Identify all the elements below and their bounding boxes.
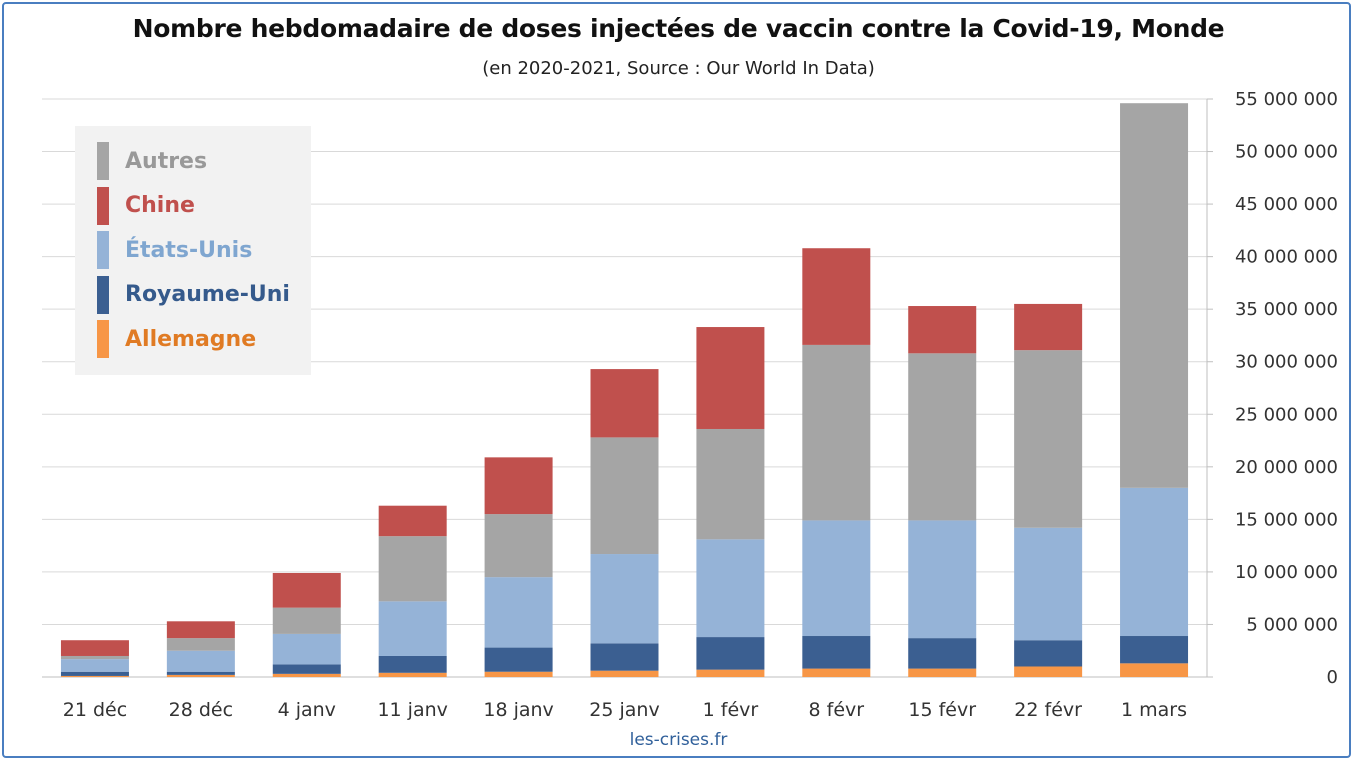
bar-segment [378,655,447,673]
x-tick-label: 25 janv [589,699,659,721]
bar-segment [272,673,341,677]
legend-swatch [97,142,109,180]
y-tick-label: 5 000 000 [1246,614,1338,635]
bar-segment [696,669,765,677]
legend-label: États-Unis [125,237,253,263]
bar-segment [60,640,129,656]
bar-segment [378,672,447,677]
bar-segment [802,668,871,677]
x-tick-label: 1 mars [1121,699,1187,721]
source-label: les-crises.fr [629,730,728,750]
legend-swatch [97,275,109,314]
legend-label: Royaume-Uni [125,282,290,307]
bar-segment [1014,350,1083,528]
x-tick-label: 21 déc [63,699,127,721]
y-tick-label: 10 000 000 [1235,562,1338,583]
bar-segment [590,643,659,671]
bar-segment [272,572,341,608]
bar-segment [696,327,765,429]
legend-swatch [97,320,109,358]
legend-label: Allemagne [125,326,257,352]
bar-segment [802,248,871,345]
legend-item: Chine [97,186,195,226]
x-tick-label: 18 janv [483,699,553,721]
bar-segment [908,668,977,677]
bar-segment [1120,487,1189,637]
bar-segment [60,659,129,672]
bar-segment [908,520,977,639]
bar-segment [802,636,871,669]
bar-segment [1014,303,1083,351]
bar-segment [484,457,553,515]
bar-segment [166,621,235,639]
legend-item: Royaume-Uni [97,275,290,315]
chart-subtitle: (en 2020-2021, Source : Our World In Dat… [482,58,875,79]
legend-label: Chine [125,193,195,218]
y-tick-label: 55 000 000 [1235,89,1338,110]
bar-segment [1014,640,1083,667]
bar-segment [272,607,341,634]
bar-segment [60,671,129,676]
legend-item: États-Unis [97,230,252,270]
bar-segment [908,306,977,354]
bar-segment [378,601,447,656]
bar-segment [60,675,129,677]
bar-segment [166,638,235,651]
bar-segment [696,539,765,638]
bar-segment [1014,527,1083,641]
bar-segment [590,437,659,555]
legend-item: Autres [97,141,207,181]
bar-segment [166,650,235,672]
x-tick-label: 4 janv [278,699,336,721]
x-tick-label: 15 févr [908,699,976,721]
y-tick-label: 50 000 000 [1235,142,1338,163]
bar-segment [1120,636,1189,664]
chart-legend: Autres Chine États-Unis Royaume-Uni Allemagn… [75,126,311,375]
bar-segment [802,520,871,637]
bar-segment [484,514,553,578]
bar-segment [696,428,765,540]
x-tick-label: 8 févr [809,699,865,721]
y-tick-label: 45 000 000 [1235,194,1338,215]
bar-segment [908,353,977,521]
bar-segment [1120,663,1189,677]
bar-segment [378,536,447,602]
bar-segment [1014,666,1083,677]
bar-segment [484,647,553,672]
legend-swatch [97,186,109,225]
bar-segment [378,505,447,537]
bar-segment [272,664,341,674]
y-tick-label: 0 [1327,667,1338,688]
y-tick-label: 30 000 000 [1235,352,1338,373]
y-tick-label: 20 000 000 [1235,457,1338,478]
bar-segment [166,674,235,677]
x-tick-label: 1 févr [703,699,759,721]
y-tick-label: 35 000 000 [1235,299,1338,320]
bar-segment [590,369,659,438]
x-tick-label: 28 déc [169,699,233,721]
legend-swatch [97,231,109,269]
x-tick-label: 22 févr [1014,699,1082,721]
legend-item: Allemagne [97,319,256,359]
bar-segment [802,344,871,521]
bar-segment [590,670,659,677]
bar-segment [484,577,553,648]
bar-segment [484,671,553,677]
y-tick-label: 40 000 000 [1235,247,1338,268]
x-tick-label: 11 janv [377,699,447,721]
bar-segment [696,637,765,670]
bar-segment [908,638,977,669]
chart-title: Nombre hebdomadaire de doses injectées d… [132,14,1225,43]
bar-segment [272,633,341,665]
y-tick-label: 25 000 000 [1235,404,1338,425]
bar-segment [590,554,659,644]
y-tick-label: 15 000 000 [1235,509,1338,530]
bar-segment [60,655,129,660]
bar-segment [166,671,235,675]
legend-label: Autres [125,148,208,174]
bar-segment [1120,103,1189,488]
